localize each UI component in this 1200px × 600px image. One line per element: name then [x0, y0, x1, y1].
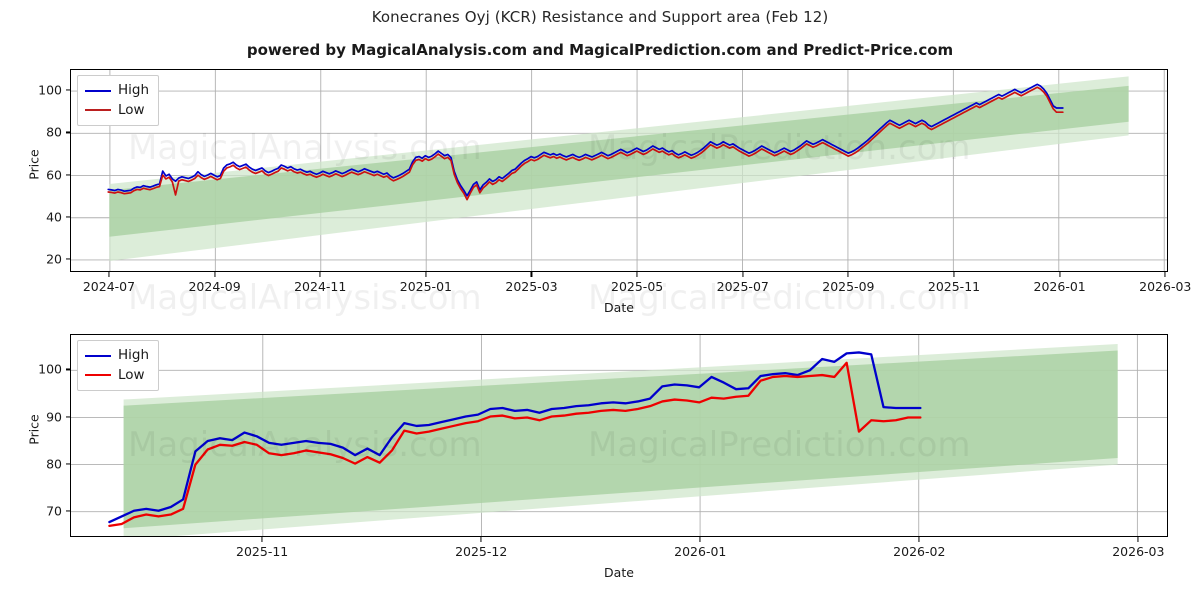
- x-tick-label: 2026-02: [893, 544, 946, 559]
- lower-legend[interactable]: High Low: [77, 340, 160, 392]
- y-tick-label: 60: [46, 167, 62, 183]
- x-tick-mark: [953, 272, 955, 277]
- y-tick-mark: [65, 510, 70, 512]
- upper-legend[interactable]: High Low: [77, 75, 160, 127]
- x-tick-mark: [530, 272, 533, 277]
- low-line-swatch: [85, 109, 111, 112]
- x-tick-mark: [847, 272, 849, 277]
- x-tick-label: 2026-03: [1139, 279, 1192, 294]
- x-tick-mark: [918, 537, 920, 542]
- x-tick-mark: [214, 272, 216, 277]
- high-line-swatch: [85, 354, 111, 357]
- upper-legend-item-high[interactable]: High: [85, 81, 149, 101]
- y-tick-label: 100: [38, 82, 62, 98]
- lower-chart-panel: 70 80 90 100 2025-11 2025-12 2026-01 2026-02 202…: [27, 334, 1168, 580]
- high-line-swatch: [85, 89, 111, 92]
- lower-y-axis-label: Price: [26, 414, 42, 445]
- x-tick-label: 2025-12: [455, 544, 508, 559]
- upper-legend-item-low[interactable]: Low: [85, 101, 149, 121]
- lower-legend-item-high[interactable]: High: [85, 346, 149, 366]
- y-tick-label: 80: [46, 456, 62, 472]
- x-tick-label: 2026-01: [1033, 279, 1086, 294]
- y-tick-mark: [65, 216, 70, 218]
- x-tick-mark: [742, 272, 744, 277]
- upper-y-axis-label: Price: [26, 149, 42, 180]
- y-tick-label: 80: [46, 124, 62, 140]
- y-tick-mark: [65, 258, 70, 260]
- upper-plot-svg: [71, 70, 1167, 271]
- x-tick-label: 2025-11: [236, 544, 289, 559]
- lower-legend-label-low: Low: [118, 366, 145, 383]
- lower-plot-svg: [71, 335, 1167, 536]
- y-tick-mark: [65, 131, 70, 133]
- y-tick-mark: [65, 174, 70, 176]
- y-tick-mark: [65, 89, 70, 91]
- low-line-swatch: [85, 374, 111, 377]
- x-tick-label: 2025-09: [822, 279, 875, 294]
- upper-chart-panel: 20 40 60 80 100 2024-07 2024-09 2024-11 2025-01 2…: [27, 69, 1191, 315]
- x-tick-label: 2024-09: [188, 279, 241, 294]
- upper-legend-label-low: Low: [118, 101, 145, 118]
- x-tick-label: 2024-11: [294, 279, 347, 294]
- lower-plot-area: [70, 334, 1168, 537]
- y-tick-label: 40: [46, 209, 62, 225]
- lower-legend-label-high: High: [118, 347, 150, 363]
- lower-x-axis-label: Date: [604, 565, 634, 580]
- x-tick-mark: [108, 272, 110, 277]
- x-tick-mark: [425, 272, 427, 277]
- x-tick-label: 2025-05: [610, 279, 664, 294]
- x-tick-mark: [480, 537, 482, 542]
- y-tick-label: 70: [46, 503, 62, 519]
- x-tick-label: 2025-03: [505, 279, 558, 294]
- page-title: Konecranes Oyj (KCR) Resistance and Supp…: [371, 8, 829, 26]
- upper-plot-area: [70, 69, 1168, 272]
- x-tick-label: 2024-07: [82, 279, 136, 294]
- x-tick-label: 2026-03: [1112, 544, 1165, 559]
- x-tick-label: 2025-01: [399, 279, 452, 294]
- y-tick-label: 90: [46, 409, 62, 425]
- upper-x-axis-label: Date: [604, 300, 634, 315]
- x-tick-mark: [261, 537, 263, 542]
- x-tick-label: 2025-07: [716, 279, 769, 294]
- lower-legend-item-low[interactable]: Low: [85, 366, 149, 386]
- x-tick-mark: [1059, 272, 1061, 277]
- x-tick-label: 2025-11: [927, 279, 981, 294]
- x-tick-mark: [319, 272, 321, 277]
- y-tick-mark: [65, 416, 70, 418]
- upper-legend-label-high: High: [118, 82, 150, 98]
- y-tick-mark: [65, 463, 70, 465]
- y-tick-label: 20: [46, 251, 62, 267]
- x-tick-mark: [1164, 272, 1166, 277]
- x-tick-mark: [636, 272, 638, 277]
- y-tick-mark: [65, 368, 70, 370]
- x-tick-label: 2026-01: [674, 544, 727, 559]
- x-tick-mark: [699, 537, 701, 542]
- y-tick-label: 100: [38, 361, 62, 377]
- page-subtitle: powered by MagicalAnalysis.com and Magic…: [246, 41, 954, 59]
- x-tick-mark: [1137, 537, 1139, 542]
